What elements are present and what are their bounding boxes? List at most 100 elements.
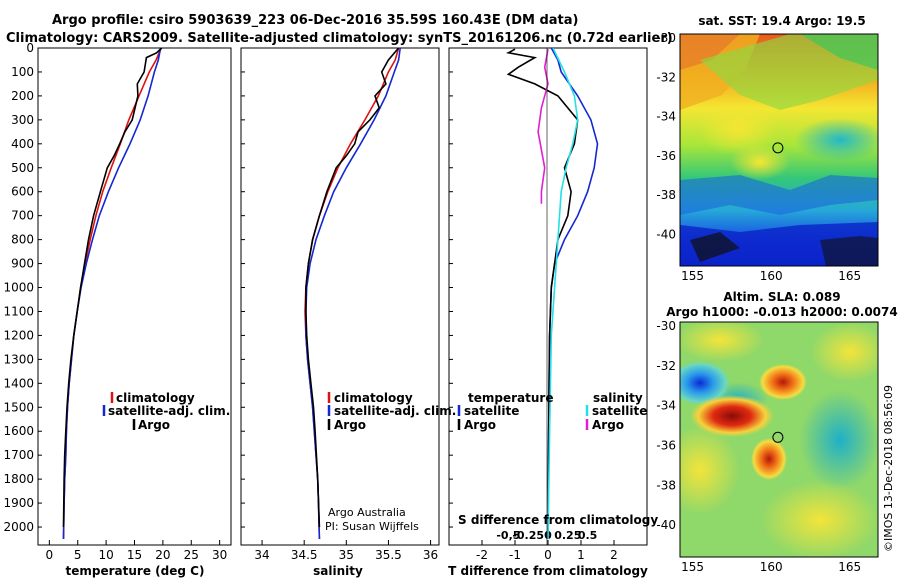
- map-y-tick-label: -40: [656, 518, 676, 532]
- map-y-tick-label: -38: [656, 188, 676, 202]
- series-line-satellite-adj-clim-: [62, 48, 162, 540]
- y-tick-label: 1700: [3, 448, 34, 462]
- x-tick-label: -2: [476, 548, 488, 562]
- series-line-argo: [62, 48, 163, 528]
- x-tick-label: 35: [339, 548, 354, 562]
- difference-xlabel: T difference from climatology: [448, 564, 648, 578]
- secondary-tick-label: -0.25: [512, 529, 544, 542]
- x-tick-label: 34: [254, 548, 269, 562]
- series-line-s-argo: [537, 49, 549, 204]
- x-tick-label: 15: [127, 548, 142, 562]
- y-tick-label: 1400: [3, 376, 34, 390]
- sla-map-field: [680, 322, 878, 557]
- map-x-tick-label: 155: [681, 269, 704, 283]
- y-tick-label: 1000: [3, 281, 34, 295]
- difference-legend: temperature satellite Argo salinity sate…: [457, 391, 647, 432]
- y-tick-label: 200: [11, 89, 34, 103]
- legend-label-climatology: climatology: [116, 391, 195, 405]
- legend-label-climatology: climatology: [334, 391, 413, 405]
- legend-label-argo: Argo: [138, 418, 170, 432]
- sst-map-title: sat. SST: 19.4 Argo: 19.5: [698, 14, 865, 28]
- series-line-s-satellite: [547, 48, 579, 540]
- temperature-panel-frame: [37, 47, 232, 546]
- legend-label-s-satellite: satellite: [592, 404, 647, 418]
- x-tick-label: 10: [98, 548, 113, 562]
- y-tick-label: 800: [11, 233, 34, 247]
- figure-title-line1: Argo profile: csiro 5903639_223 06-Dec-2…: [52, 13, 578, 28]
- x-tick-label: 34.5: [291, 548, 318, 562]
- legend-label-t-satellite: satellite: [464, 404, 519, 418]
- map-y-tick-label: -38: [656, 478, 676, 492]
- secondary-tick-label: 0.25: [554, 529, 581, 542]
- y-tick-label: 500: [11, 161, 34, 175]
- x-tick-label: 5: [74, 548, 82, 562]
- secondary-tick-label: 0.5: [578, 529, 598, 542]
- legend-label-satellite: satellite-adj. clim.: [108, 404, 230, 418]
- series-line-climatology: [304, 48, 400, 540]
- y-tick-label: 1500: [3, 400, 34, 414]
- credit-line2: PI: Susan Wijffels: [325, 520, 419, 533]
- figure-title-line2: Climatology: CARS2009. Satellite-adjuste…: [6, 31, 673, 46]
- legend-title-temperature: temperature: [468, 391, 553, 405]
- y-tick-label: 100: [11, 65, 34, 79]
- map-y-tick-label: -30: [656, 31, 676, 45]
- x-tick-label: 30: [212, 548, 227, 562]
- y-tick-label: 600: [11, 185, 34, 199]
- y-tick-label: 1100: [3, 304, 34, 318]
- y-tick-label: 700: [11, 209, 34, 223]
- x-tick-label: 1: [577, 548, 585, 562]
- sla-map-subtitle: Argo h1000: -0.013 h2000: 0.0074: [666, 305, 897, 319]
- map-y-tick-label: -34: [656, 399, 676, 413]
- map-y-tick-label: -36: [656, 149, 676, 163]
- x-tick-label: 20: [155, 548, 170, 562]
- map-x-tick-label: 155: [681, 560, 704, 574]
- sst-map-frame: [679, 33, 879, 267]
- temperature-xlabel: temperature (deg C): [66, 564, 205, 578]
- credit-line1: Argo Australia: [328, 506, 406, 519]
- salinity-xlabel: salinity: [313, 564, 363, 578]
- map-y-tick-label: -36: [656, 438, 676, 452]
- y-tick-label: 300: [11, 113, 34, 127]
- legend-label-satellite: satellite-adj. clim.: [334, 404, 456, 418]
- map-y-tick-label: -32: [656, 70, 676, 84]
- x-tick-label: 35.5: [375, 548, 402, 562]
- series-line-t-argo: [506, 48, 579, 540]
- x-tick-label: -1: [509, 548, 521, 562]
- sla-map-title: Altim. SLA: 0.089: [723, 290, 840, 304]
- x-tick-label: 25: [184, 548, 199, 562]
- map-x-tick-label: 165: [838, 560, 861, 574]
- map-y-tick-label: -32: [656, 359, 676, 373]
- y-tick-label: 400: [11, 137, 34, 151]
- y-tick-label: 900: [11, 257, 34, 271]
- map-x-tick-label: 160: [760, 269, 783, 283]
- legend-label-s-argo: Argo: [592, 418, 624, 432]
- temperature-legend: climatology satellite-adj. clim. Argo: [102, 391, 230, 432]
- series-line-argo: [305, 48, 400, 528]
- map-y-tick-label: -34: [656, 110, 676, 124]
- series-line-t-satellite: [547, 48, 599, 540]
- series-line-climatology: [62, 48, 162, 540]
- map-y-tick-label: -40: [656, 228, 676, 242]
- map-x-tick-label: 165: [838, 269, 861, 283]
- secondary-axis-label: S difference from climatology: [458, 513, 658, 527]
- y-tick-label: 1300: [3, 352, 34, 366]
- sla-map-frame: [679, 321, 879, 558]
- y-tick-label: 0: [26, 41, 34, 55]
- map-x-tick-label: 160: [760, 560, 783, 574]
- legend-label-argo: Argo: [334, 418, 366, 432]
- x-tick-label: 0: [544, 548, 552, 562]
- legend-label-t-argo: Argo: [464, 418, 496, 432]
- y-tick-label: 1900: [3, 496, 34, 510]
- salinity-legend: climatology satellite-adj. clim. Argo: [327, 391, 456, 432]
- legend-title-salinity: salinity: [593, 391, 643, 405]
- y-tick-label: 1800: [3, 472, 34, 486]
- series-line-satellite-adj-clim-: [305, 48, 401, 540]
- sst-argo-location-marker: [772, 142, 784, 154]
- x-tick-label: 0: [46, 548, 54, 562]
- footer-stamp: ©IMOS 13-Dec-2018 08:56:09: [882, 385, 895, 552]
- y-tick-label: 1600: [3, 424, 34, 438]
- x-tick-label: 36: [423, 548, 438, 562]
- sst-map-field: [680, 34, 878, 266]
